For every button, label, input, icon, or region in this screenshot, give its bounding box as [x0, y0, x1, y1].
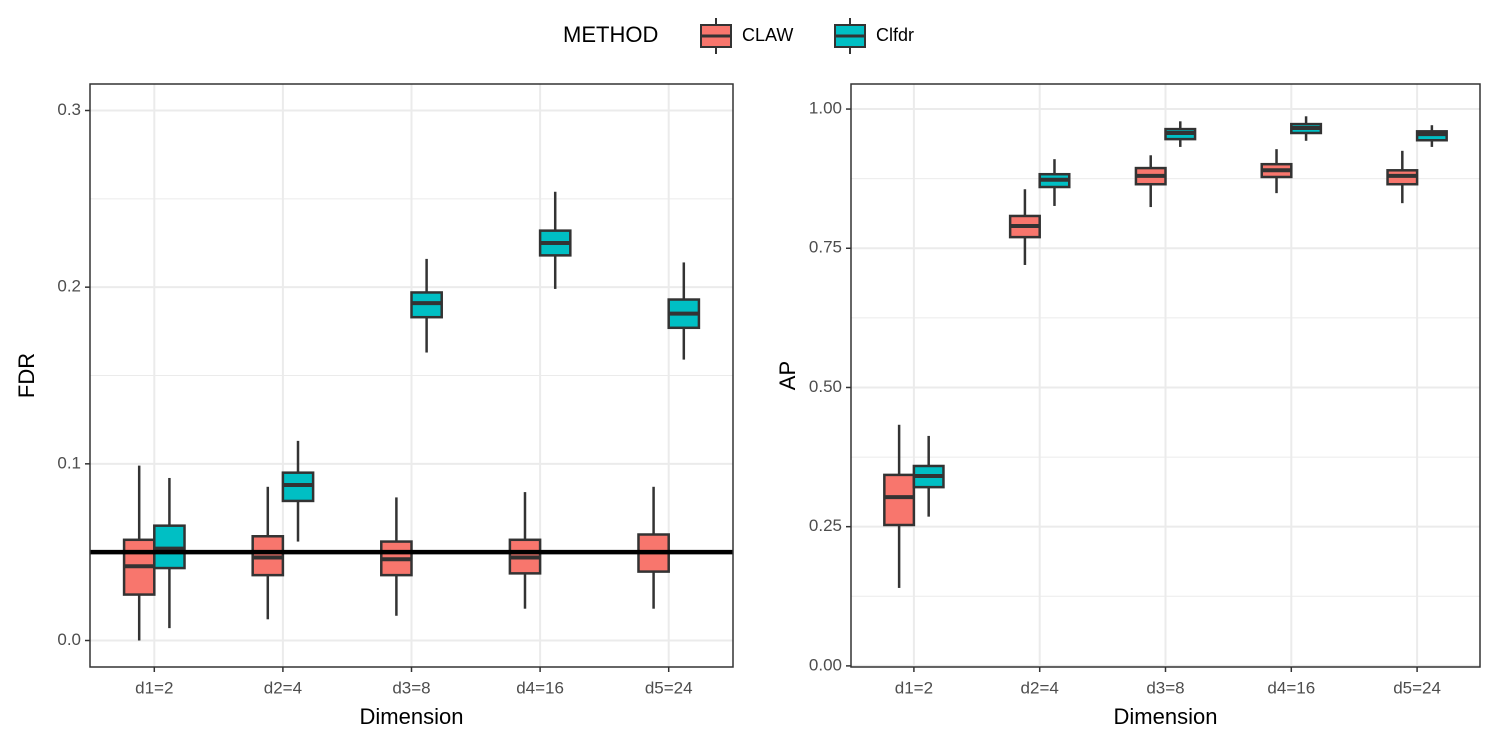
box [281, 440, 315, 542]
x-tick-label: d5=24 [1393, 678, 1441, 697]
y-tick-label: 0.2 [57, 277, 81, 296]
box [1038, 159, 1071, 206]
y-axis-title: FDR [14, 353, 39, 398]
panel-border [89, 83, 734, 668]
box [637, 486, 670, 609]
box [153, 477, 186, 629]
box [1386, 150, 1419, 204]
box [883, 424, 916, 588]
box [538, 191, 572, 289]
x-tick-label: d3=8 [392, 678, 430, 697]
box [410, 258, 443, 353]
box [380, 497, 413, 616]
box [508, 492, 542, 609]
x-tick-label: d1=2 [135, 678, 173, 697]
box [1008, 189, 1041, 265]
box [912, 435, 945, 517]
box [1134, 155, 1167, 208]
box [1164, 121, 1197, 147]
x-axis-title: Dimension [1114, 704, 1218, 729]
legend: METHOD CLAW Clfdr [563, 18, 914, 54]
box-body [883, 473, 916, 527]
x-tick-label: d2=4 [264, 678, 302, 697]
x-tick-label: d1=2 [895, 678, 933, 697]
x-tick-label: d4=16 [516, 678, 564, 697]
x-tick-label: d4=16 [1267, 678, 1315, 697]
y-tick-label: 0.25 [809, 516, 842, 535]
y-tick-label: 0.00 [809, 655, 842, 674]
x-axis-title: Dimension [360, 704, 464, 729]
y-tick-label: 0.1 [57, 453, 81, 472]
legend-label: CLAW [742, 25, 793, 45]
y-tick-label: 0.3 [57, 100, 81, 119]
y-tick-label: 0.50 [809, 377, 842, 396]
y-tick-label: 0.75 [809, 238, 842, 257]
box [251, 486, 285, 620]
x-tick-label: d2=4 [1021, 678, 1059, 697]
legend-title: METHOD [563, 22, 658, 47]
y-tick-label: 0.0 [57, 630, 81, 649]
y-tick-label: 1.00 [809, 99, 842, 118]
box [667, 262, 701, 360]
x-tick-label: d3=8 [1146, 678, 1184, 697]
box [1260, 149, 1293, 194]
x-tick-label: d5=24 [645, 678, 693, 697]
box [1290, 116, 1323, 141]
legend-label: Clfdr [876, 25, 914, 45]
panel-border [850, 83, 1481, 668]
y-axis-title: AP [775, 361, 800, 390]
box [1415, 125, 1448, 147]
